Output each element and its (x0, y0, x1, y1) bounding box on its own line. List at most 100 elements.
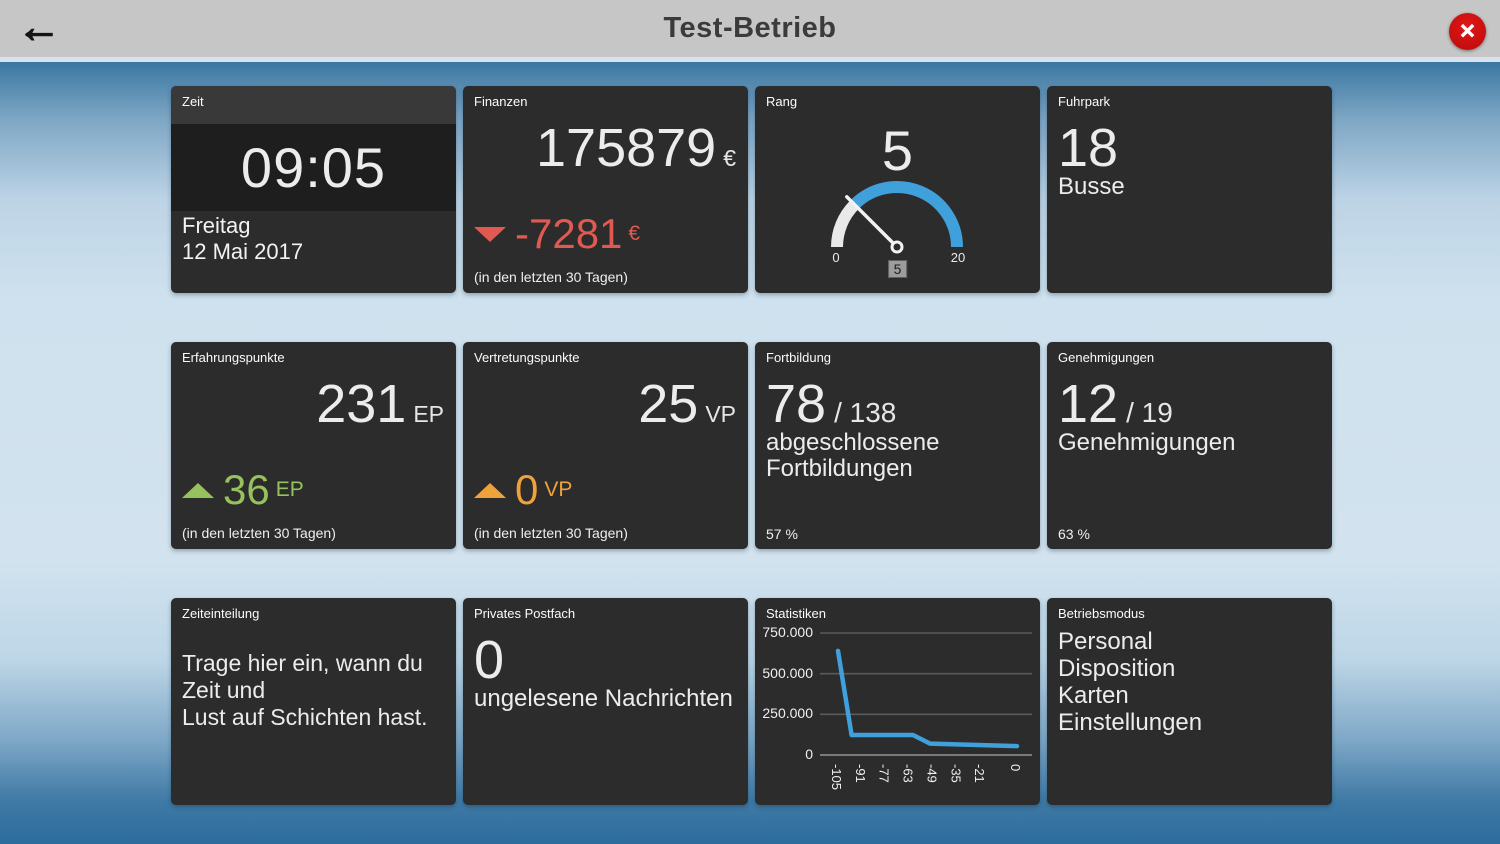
rang-gauge: 0 20 (822, 165, 972, 265)
mode-list: Personal Disposition Karten Einstellunge… (1058, 628, 1202, 736)
rang-value: 5 (881, 119, 914, 182)
gauge-arc-filled (831, 200, 859, 248)
chart-x-tick-label: -35 (948, 764, 964, 783)
genehmigungen-value: 12 / 19 (1058, 375, 1173, 433)
back-button[interactable]: ← (10, 0, 68, 56)
hint-line: Trage hier ein, wann du Zeit und (182, 650, 423, 703)
period-note: (in den letzten 30 Tagen) (474, 269, 628, 285)
chart-y-tick-label: 0 (805, 746, 813, 762)
tile-fuhrpark[interactable]: Fuhrpark 18 Busse (1047, 86, 1332, 293)
tile-vertretungspunkte[interactable]: Vertretungspunkte 25 VP 0 VP (in den let… (463, 342, 748, 549)
chart-line-series (835, 648, 1020, 749)
chart-x-tick-label: 0 (1008, 764, 1023, 772)
trend-up-icon (182, 482, 214, 498)
ep-unit: EP (413, 401, 444, 427)
tile-title: Genehmigungen (1058, 350, 1155, 365)
tile-finanzen[interactable]: Finanzen 175879 € -7281 € (in den letzte… (463, 86, 748, 293)
chart-y-tick-label: 500.000 (762, 664, 813, 681)
fuhrpark-value: 18 (1058, 119, 1118, 177)
gauge-arc-remaining (850, 181, 963, 248)
delta-unit: € (628, 222, 641, 245)
tile-erfahrungspunkte[interactable]: Erfahrungspunkte 231 EP 36 EP (in den le… (171, 342, 456, 549)
stats-chart-svg (820, 632, 1032, 756)
date-label: 12 Mai 2017 (182, 239, 304, 264)
chart-x-tick-label: -91 (852, 764, 868, 783)
genehmigungen-label: Genehmigungen (1058, 429, 1236, 456)
unread-count: 0 (474, 630, 505, 690)
tile-title: Zeit (182, 94, 204, 109)
completed-count: 78 (766, 374, 827, 434)
chart-y-tick-label: 750.000 (762, 624, 813, 640)
mode-item-personal: Personal (1058, 628, 1153, 655)
tile-zeit[interactable]: Zeit 09:05 Freitag 12 Mai 2017 (171, 86, 456, 293)
chart-x-tick-label: -21 (972, 764, 988, 783)
date-display: Freitag 12 Mai 2017 (182, 213, 303, 265)
gauge-needle (845, 195, 899, 249)
tile-statistiken[interactable]: Statistiken 0 250.000 500.000 750.000 -105-… (755, 598, 1040, 805)
bus-count: 18 (1058, 118, 1119, 178)
tile-title: Finanzen (474, 94, 528, 109)
vp-amount: 25 (638, 374, 699, 434)
header-bar: ← Test-Betrieb ✕ (0, 0, 1500, 62)
postfach-value: 0 (474, 631, 504, 689)
tile-grid: Zeit 09:05 Freitag 12 Mai 2017 Finanzen … (171, 86, 1332, 805)
gauge-min-label: 0 (832, 250, 839, 265)
ep-amount: 231 (316, 374, 407, 434)
delta-unit: EP (275, 478, 304, 501)
granted-count: 12 (1058, 374, 1119, 434)
chart-x-tick-label: -63 (900, 764, 916, 783)
postfach-label: ungelesene Nachrichten (474, 685, 733, 712)
tile-betriebsmodus[interactable]: Betriebsmodus Personal Disposition Karte… (1047, 598, 1332, 805)
finanzen-delta: -7281 € (474, 212, 640, 256)
tile-rang[interactable]: Rang 5 0 20 5 (755, 86, 1040, 293)
fuhrpark-label: Busse (1058, 173, 1125, 200)
back-arrow-icon: ← (16, 2, 62, 53)
vp-delta: 0 VP (474, 468, 572, 512)
tile-postfach[interactable]: Privates Postfach 0 ungelesene Nachricht… (463, 598, 748, 805)
percent-label: 57 % (766, 526, 798, 542)
currency-unit: € (723, 145, 736, 171)
clock-display: 09:05 (171, 124, 456, 211)
fortbildung-label: abgeschlossene Fortbildungen (766, 429, 940, 482)
tile-title: Vertretungspunkte (474, 350, 580, 365)
close-icon: ✕ (1458, 20, 1476, 43)
zeiteinteilung-hint: Trage hier ein, wann du Zeit und Lust au… (182, 650, 442, 731)
tile-zeiteinteilung[interactable]: Zeiteinteilung Trage hier ein, wann du Z… (171, 598, 456, 805)
finanzen-amount: 175879 (536, 118, 717, 178)
total-count: / 19 (1126, 397, 1173, 428)
close-button[interactable]: ✕ (1449, 13, 1486, 50)
mode-item-karten: Karten (1058, 682, 1129, 709)
trend-down-icon (474, 226, 506, 242)
delta-amount: 0 (515, 466, 539, 513)
chart-x-tick-label: -77 (876, 764, 892, 783)
delta-amount: -7281 (515, 210, 623, 257)
period-note: (in den letzten 30 Tagen) (474, 525, 628, 541)
vp-value: 25 VP (638, 375, 736, 433)
chart-y-tick-label: 250.000 (762, 705, 813, 722)
tile-title: Fortbildung (766, 350, 832, 365)
gauge-max-label: 20 (951, 250, 965, 265)
tile-fortbildung[interactable]: Fortbildung 78 / 138 abgeschlossene Fort… (755, 342, 1040, 549)
fortbildung-value: 78 / 138 (766, 375, 896, 433)
total-count: / 138 (834, 397, 897, 428)
period-note: (in den letzten 30 Tagen) (182, 525, 336, 541)
delta-unit: VP (544, 478, 573, 501)
tile-title: Zeiteinteilung (182, 606, 260, 621)
tile-title: Erfahrungspunkte (182, 350, 285, 365)
delta-amount: 36 (223, 466, 270, 513)
tile-title: Statistiken (766, 606, 826, 621)
finanzen-value: 175879 € (536, 119, 736, 177)
tile-title: Fuhrpark (1058, 94, 1111, 109)
gauge-value-badge: 5 (887, 260, 908, 278)
ep-value: 231 EP (316, 375, 444, 433)
stats-chart: 0 250.000 500.000 750.000 -105 -91 -77 -63 -49-… (755, 598, 1040, 805)
weekday-label: Freitag (182, 213, 251, 238)
gauge-hub (890, 240, 904, 254)
trend-up-icon (474, 482, 506, 498)
tile-genehmigungen[interactable]: Genehmigungen 12 / 19 Genehmigungen 63 % (1047, 342, 1332, 549)
page-title: Test-Betrieb (663, 12, 837, 44)
tile-title: Betriebsmodus (1058, 606, 1145, 621)
chart-x-tick-label: -105 (829, 764, 844, 791)
ep-delta: 36 EP (182, 468, 304, 512)
